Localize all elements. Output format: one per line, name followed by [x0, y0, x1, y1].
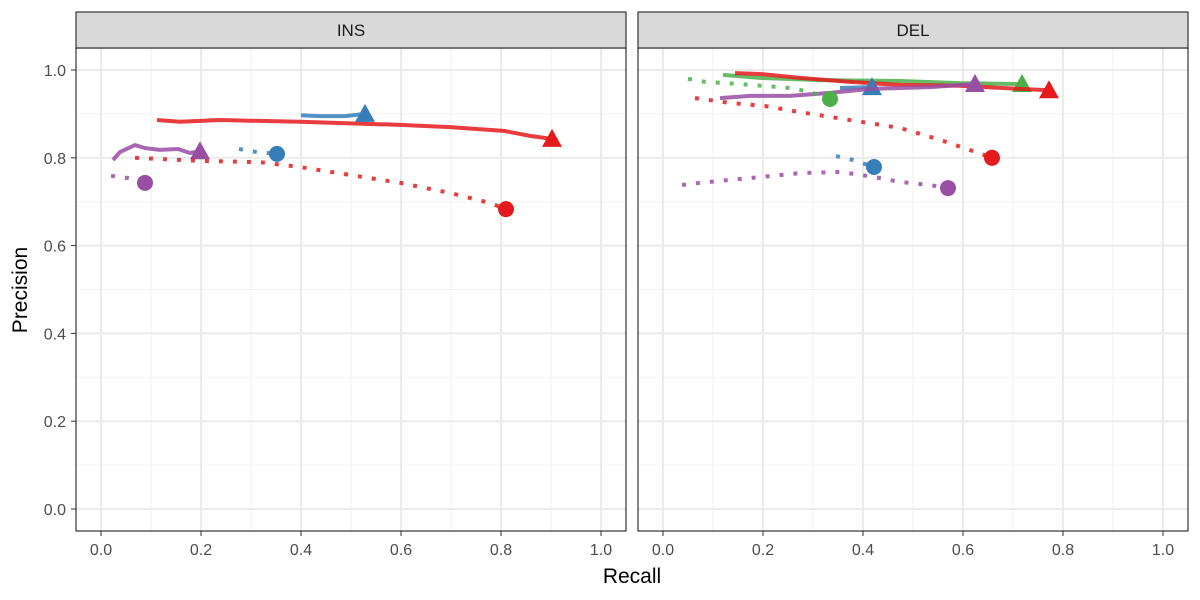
triangle-marker-purple: [190, 141, 210, 160]
series-line-purple-solid: [111, 143, 201, 162]
x-tick-label: 0.2: [190, 542, 212, 559]
triangle-marker-red: [1039, 80, 1059, 99]
x-tick-label: 0.0: [652, 542, 674, 559]
x-tick-label: 0.6: [390, 542, 412, 559]
y-tick-label: 0.8: [44, 151, 66, 168]
panel-del: 0.0 0.2 0.4 0.6 0.8 1.0 DEL: [637, 11, 1189, 559]
y-tick-label: 0.6: [44, 239, 66, 256]
triangle-marker-blue: [355, 103, 375, 122]
x-tick-label: 1.0: [590, 542, 612, 559]
triangle-marker-red: [542, 128, 562, 147]
panel-strip: [75, 11, 627, 49]
y-axis-title: Precision: [9, 247, 32, 333]
circle-marker-blue: [269, 145, 285, 162]
circle-marker-purple: [137, 174, 153, 191]
y-tick-label: 0.0: [44, 502, 66, 519]
series-line-red-dotted: [134, 155, 507, 212]
y-tick-label: 1.0: [44, 63, 66, 80]
x-axis-title: Recall: [603, 565, 661, 588]
panel-ins: 0.0 0.2 0.4 0.6 0.8 1.0 0.0 0.2 0.4 0.6 0.8 1.0 INS: [44, 11, 627, 559]
x-tick-label: 0.8: [490, 542, 512, 559]
x-tick-label: 0.2: [752, 542, 774, 559]
circle-marker-red: [498, 201, 514, 218]
circle-marker-blue: [866, 159, 882, 176]
series-line-blue-dotted: [835, 154, 875, 169]
y-tick-label: 0.4: [44, 326, 66, 343]
panel-strip: [637, 11, 1189, 49]
x-tick-label: 0.6: [952, 542, 974, 559]
panel-title: INS: [337, 21, 365, 40]
y-tick-label: 0.2: [44, 414, 66, 431]
circle-marker-purple: [940, 180, 956, 197]
triangle-marker-purple: [965, 74, 985, 93]
series-line-purple-dotted: [681, 169, 949, 191]
x-tick-label: 0.0: [90, 542, 112, 559]
x-tick-label: 0.8: [1052, 542, 1074, 559]
circle-marker-green: [822, 90, 838, 107]
series-line-red-solid: [156, 118, 553, 141]
series-line-red-dotted: [694, 96, 993, 160]
series-line-green-dotted: [687, 76, 831, 101]
circle-marker-red: [984, 149, 1000, 166]
x-tick-label: 0.4: [290, 542, 312, 559]
x-tick-label: 1.0: [1152, 542, 1174, 559]
panel-title: DEL: [896, 21, 929, 40]
series-line-blue-solid: [300, 111, 366, 119]
x-tick-label: 0.4: [852, 542, 874, 559]
